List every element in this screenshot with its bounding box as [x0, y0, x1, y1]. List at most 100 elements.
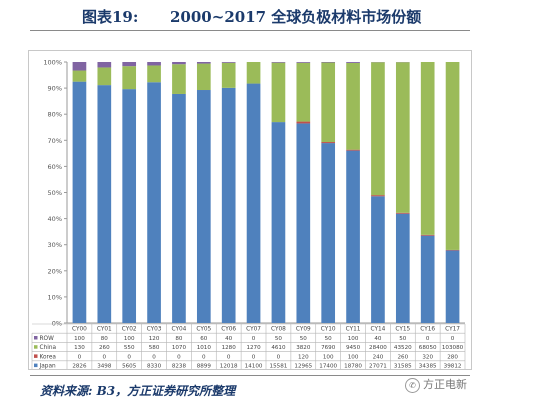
data-label-row: 50 [325, 336, 333, 342]
bar-korea-cy17 [445, 249, 460, 251]
bar-china-cy06 [221, 62, 236, 88]
data-label-korea: 100 [348, 354, 359, 360]
data-label-china: 580 [149, 345, 160, 351]
data-label-japan: 12018 [220, 364, 238, 370]
data-label-korea: 0 [177, 354, 181, 360]
data-label-row: 80 [101, 336, 109, 342]
bar-row-cy03 [147, 62, 161, 66]
bar-china-cy03 [147, 65, 161, 83]
bar-row-cy01 [97, 62, 112, 68]
bar-japan-cy08 [271, 122, 286, 323]
data-label-row: 50 [300, 336, 308, 342]
data-label-china: 3820 [296, 345, 311, 351]
data-label-row: 120 [149, 336, 160, 342]
data-label-japan: 17400 [319, 364, 337, 370]
data-label-china: 1010 [197, 345, 212, 351]
bar-japan-cy17 [445, 250, 460, 323]
data-label-korea: 100 [323, 354, 334, 360]
bar-japan-cy09 [296, 123, 311, 323]
bar-japan-cy11 [346, 150, 360, 323]
data-label-row: 0 [426, 336, 430, 342]
x-tick-label: CY00 [72, 327, 87, 333]
bar-row-cy06 [221, 62, 236, 63]
x-tick-label: CY01 [97, 327, 112, 333]
x-tick-label: CY10 [321, 327, 336, 333]
y-tick-label: 100% [43, 59, 62, 67]
bar-china-cy14 [371, 62, 385, 196]
data-label-korea: 0 [127, 354, 131, 360]
data-label-japan: 2826 [72, 364, 87, 370]
bar-japan-cy10 [321, 143, 336, 323]
bar-japan-cy00 [72, 81, 87, 323]
x-tick-label: CY04 [172, 327, 187, 333]
x-tick-label: CY16 [420, 327, 435, 333]
data-label-japan: 8899 [197, 364, 212, 370]
x-tick-label: CY08 [271, 327, 286, 333]
data-label-korea: 320 [422, 354, 433, 360]
bar-row-cy10 [321, 62, 336, 63]
data-label-korea: 0 [227, 354, 231, 360]
bar-row-cy11 [346, 62, 360, 63]
data-label-korea: 0 [252, 354, 256, 360]
bar-japan-cy14 [371, 196, 385, 323]
data-label-china: 7690 [321, 345, 336, 351]
bar-korea-cy11 [346, 149, 360, 151]
source-note: 资料来源: B3，方正证券研究所整理 [40, 384, 236, 398]
legend-label-china: China [40, 345, 57, 351]
data-label-japan: 14100 [245, 364, 263, 370]
figure-title: 2000~2017 全球负极材料市场份额 [170, 8, 422, 26]
bar-row-cy09 [296, 62, 311, 63]
bar-china-cy11 [346, 62, 360, 150]
x-tick-label: CY14 [371, 327, 386, 333]
data-label-china: 43520 [394, 345, 412, 351]
y-tick-label: 30% [48, 241, 62, 249]
x-tick-label: CY05 [196, 327, 211, 333]
data-label-korea: 240 [373, 354, 384, 360]
x-tick-label: CY07 [246, 327, 261, 333]
chart-container: 0% 10% 20% 30% 40% 50% 60% 70% 80% 90% 100% CY00 CY0… [28, 50, 472, 370]
bar-china-cy17 [445, 62, 460, 250]
data-label-korea: 280 [447, 354, 458, 360]
bar-china-cy16 [420, 62, 435, 235]
data-label-japan: 5605 [122, 364, 137, 370]
x-tick-label: CY03 [147, 327, 162, 333]
data-label-japan: 3498 [97, 364, 112, 370]
x-tick-label: CY11 [346, 327, 361, 333]
legend-swatch-japan [34, 363, 38, 368]
bar-row-cy00 [72, 62, 87, 71]
data-label-japan: 12965 [294, 364, 312, 370]
data-label-japan: 27071 [369, 364, 387, 370]
data-label-korea: 0 [78, 354, 82, 360]
bar-china-cy09 [296, 62, 311, 122]
bar-japan-cy05 [196, 90, 211, 323]
legend-swatch-china [34, 345, 38, 349]
bar-china-cy04 [172, 64, 186, 94]
legend-label-korea: Korea [40, 354, 57, 360]
data-label-china: 68050 [419, 345, 437, 351]
data-label-china: 4610 [271, 345, 286, 351]
bar-korea-cy15 [395, 212, 410, 214]
bar-china-cy01 [97, 67, 112, 86]
bar-china-cy02 [122, 66, 137, 90]
data-label-japan: 18780 [344, 364, 362, 370]
data-label-korea: 0 [277, 354, 281, 360]
data-label-korea: 120 [298, 354, 309, 360]
data-label-japan: 15581 [270, 364, 288, 370]
y-tick-label: 50% [48, 189, 62, 197]
data-label-china: 260 [99, 345, 110, 351]
bar-japan-cy03 [147, 82, 161, 323]
data-label-row: 50 [399, 336, 407, 342]
legend-swatch-korea [34, 354, 38, 358]
bar-japan-cy06 [221, 87, 236, 323]
y-tick-label: 90% [48, 85, 62, 93]
data-label-china: 9450 [346, 345, 361, 351]
y-tick-label: 70% [48, 137, 62, 145]
bar-row-cy05 [196, 62, 211, 64]
data-label-japan: 31585 [394, 364, 412, 370]
x-tick-label: CY06 [221, 327, 236, 333]
data-label-row: 80 [175, 336, 183, 342]
source-divider [30, 375, 470, 376]
x-tick-label: CY15 [395, 327, 410, 333]
data-label-row: 100 [74, 336, 85, 342]
data-label-china: 28400 [369, 345, 387, 351]
